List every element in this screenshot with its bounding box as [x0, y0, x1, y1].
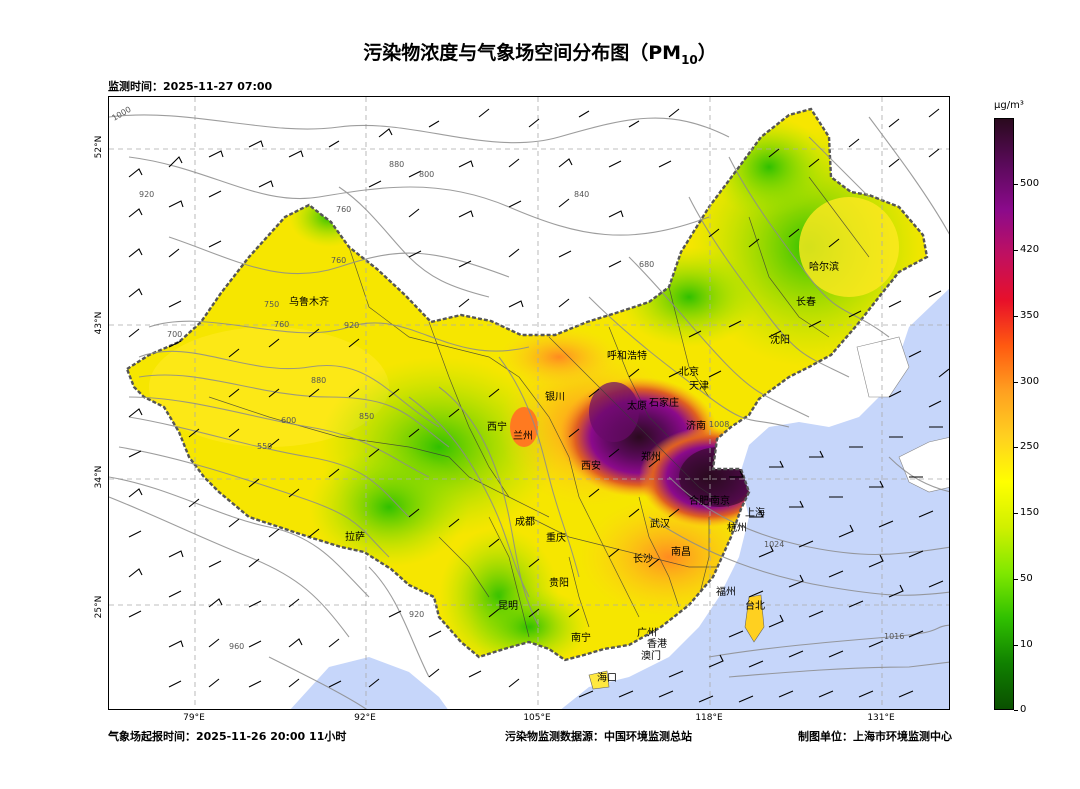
city-label: 乌鲁木齐 — [289, 297, 329, 308]
city-label: 拉萨 — [345, 532, 365, 543]
svg-text:550: 550 — [257, 442, 272, 451]
svg-text:840: 840 — [574, 190, 589, 199]
svg-text:1016: 1016 — [884, 632, 904, 641]
lon-label: 79°E — [183, 713, 205, 723]
city-label: 哈尔滨 — [809, 262, 839, 273]
svg-text:1008: 1008 — [709, 420, 729, 429]
city-label: 南宁 — [571, 633, 591, 644]
svg-text:750: 750 — [264, 300, 279, 309]
lat-label: 52°N — [94, 135, 104, 159]
city-label: 香港 — [647, 639, 667, 650]
svg-text:760: 760 — [331, 256, 346, 265]
svg-text:850: 850 — [359, 412, 374, 421]
city-label: 南昌 — [671, 547, 691, 558]
city-label: 贵阳 — [549, 578, 569, 589]
city-label: 上海 — [745, 508, 765, 519]
city-label: 长春 — [796, 297, 816, 308]
forecast-time: 气象场起报时间：2025-11-26 20:00 11小时 — [108, 730, 347, 743]
svg-text:600: 600 — [281, 416, 296, 425]
city-label: 银川 — [545, 392, 565, 403]
colorbar-tick: 350 — [1013, 310, 1040, 321]
city-label: 南京 — [710, 496, 730, 507]
data-source: 污染物监测数据源：中国环境监测总站 — [505, 730, 692, 743]
colorbar-tick: 300 — [1013, 376, 1040, 387]
colorbar-unit: μg/m³ — [994, 100, 1024, 111]
city-label: 澳门 — [641, 651, 661, 662]
city-label: 天津 — [689, 381, 709, 392]
city-label: 西安 — [581, 461, 601, 472]
city-label: 长沙 — [633, 554, 653, 565]
city-label: 郑州 — [641, 452, 661, 463]
city-label: 石家庄 — [649, 398, 679, 409]
city-label: 昆明 — [498, 601, 518, 612]
map-title: 污染物浓度与气象场空间分布图（PM10） — [363, 42, 717, 67]
colorbar-tick: 150 — [1013, 507, 1040, 518]
lat-label: 34°N — [94, 465, 104, 489]
map-panel: 1000 920 880 800 760 840 920 750 760 700… — [108, 96, 950, 710]
colorbar-tick: 250 — [1013, 441, 1040, 452]
svg-text:800: 800 — [419, 170, 434, 179]
city-label: 杭州 — [727, 523, 747, 534]
colorbar-tick: 0 — [1013, 704, 1027, 715]
svg-text:1024: 1024 — [764, 540, 784, 549]
lon-label: 105°E — [523, 713, 551, 723]
city-label: 武汉 — [650, 519, 670, 530]
observation-time: 监测时间：2025-11-27 07:00 — [108, 80, 273, 93]
lon-label: 118°E — [695, 713, 723, 723]
lon-label: 92°E — [354, 713, 376, 723]
colorbar-tick: 420 — [1013, 244, 1040, 255]
map-canvas: 1000 920 880 800 760 840 920 750 760 700… — [109, 97, 949, 709]
svg-text:880: 880 — [389, 160, 404, 169]
city-label: 济南 — [686, 421, 706, 432]
svg-text:920: 920 — [344, 321, 359, 330]
city-label: 成都 — [515, 517, 535, 528]
svg-text:680: 680 — [639, 260, 654, 269]
svg-text:920: 920 — [139, 190, 154, 199]
city-label: 重庆 — [546, 533, 566, 544]
lat-label: 25°N — [94, 595, 104, 619]
city-label: 太原 — [627, 401, 647, 412]
colorbar-tick: 500 — [1013, 178, 1040, 189]
city-label: 海口 — [597, 673, 617, 684]
city-label: 西宁 — [487, 422, 507, 433]
city-label: 沈阳 — [770, 335, 790, 346]
city-label: 兰州 — [513, 431, 533, 442]
colorbar — [994, 118, 1014, 710]
svg-text:880: 880 — [311, 376, 326, 385]
svg-text:960: 960 — [229, 642, 244, 651]
lon-label: 131°E — [867, 713, 895, 723]
map-maker: 制图单位：上海市环境监测中心 — [798, 730, 952, 743]
svg-text:700: 700 — [167, 330, 182, 339]
city-label: 合肥 — [689, 496, 709, 507]
svg-text:760: 760 — [274, 320, 289, 329]
city-label: 台北 — [745, 601, 765, 612]
city-label: 广州 — [637, 628, 657, 639]
colorbar-tick: 10 — [1014, 639, 1033, 650]
svg-text:760: 760 — [336, 205, 351, 214]
lat-label: 43°N — [94, 311, 104, 335]
city-label: 福州 — [716, 587, 736, 598]
city-label: 北京 — [679, 367, 699, 378]
svg-text:920: 920 — [409, 610, 424, 619]
colorbar-tick: 50 — [1014, 573, 1033, 584]
city-label: 呼和浩特 — [607, 351, 647, 362]
